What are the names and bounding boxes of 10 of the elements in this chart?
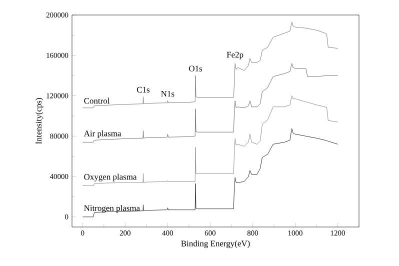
annotation: Fe2p xyxy=(226,52,244,60)
series-label: Air plasma xyxy=(84,130,122,138)
series-label: Nitrogen plasma xyxy=(84,205,140,213)
series-label: Control xyxy=(84,98,110,104)
annotation: N1s xyxy=(161,90,174,97)
annotation: O1s xyxy=(189,66,202,72)
annotation: C1s xyxy=(136,86,150,93)
series-label: Oxygen plasma xyxy=(84,174,137,182)
y-axis-title: Intensity(cps) xyxy=(36,98,44,144)
x-axis-title: Binding Energy(eV) xyxy=(181,240,250,248)
